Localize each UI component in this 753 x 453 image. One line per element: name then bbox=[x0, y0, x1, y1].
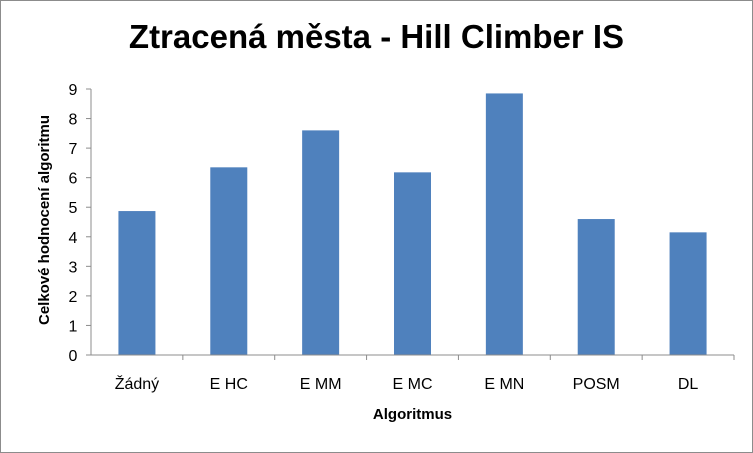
bar bbox=[118, 211, 156, 355]
bar bbox=[577, 219, 615, 355]
y-tick-label: 9 bbox=[69, 82, 78, 99]
y-tick-label: 1 bbox=[69, 318, 78, 335]
y-tick-label: 7 bbox=[69, 141, 78, 158]
y-axis-title: Celkové hodnocení algoritmu bbox=[36, 115, 53, 325]
x-tick-label: E MM bbox=[300, 376, 342, 393]
bar bbox=[485, 93, 523, 355]
y-tick-label: 5 bbox=[69, 200, 78, 217]
bars bbox=[118, 93, 707, 355]
bar bbox=[394, 172, 431, 355]
x-axis-ticks: Žádný E HC E MM E MC E MN POSM DL bbox=[115, 355, 735, 393]
bar bbox=[669, 232, 707, 355]
chart-title: Ztracená města - Hill Climber IS bbox=[128, 18, 625, 55]
x-tick-label: E MC bbox=[393, 376, 433, 393]
x-tick-label: E MN bbox=[484, 376, 524, 393]
x-axis-title: Algoritmus bbox=[373, 406, 452, 423]
y-tick-label: 3 bbox=[69, 259, 78, 276]
y-tick-label: 8 bbox=[69, 112, 78, 129]
y-tick-label: 6 bbox=[69, 171, 78, 188]
y-tick-label: 2 bbox=[69, 289, 78, 306]
bar bbox=[302, 130, 340, 355]
y-tick-label: 0 bbox=[69, 348, 78, 365]
x-tick-label: DL bbox=[678, 376, 699, 393]
y-tick-label: 4 bbox=[69, 230, 78, 247]
x-tick-label: E HC bbox=[210, 376, 248, 393]
y-axis-ticks: 0 1 2 3 4 5 6 7 8 9 bbox=[69, 82, 91, 365]
x-tick-label: Žádný bbox=[115, 374, 159, 393]
x-tick-label: POSM bbox=[573, 376, 620, 393]
bar bbox=[210, 167, 248, 355]
